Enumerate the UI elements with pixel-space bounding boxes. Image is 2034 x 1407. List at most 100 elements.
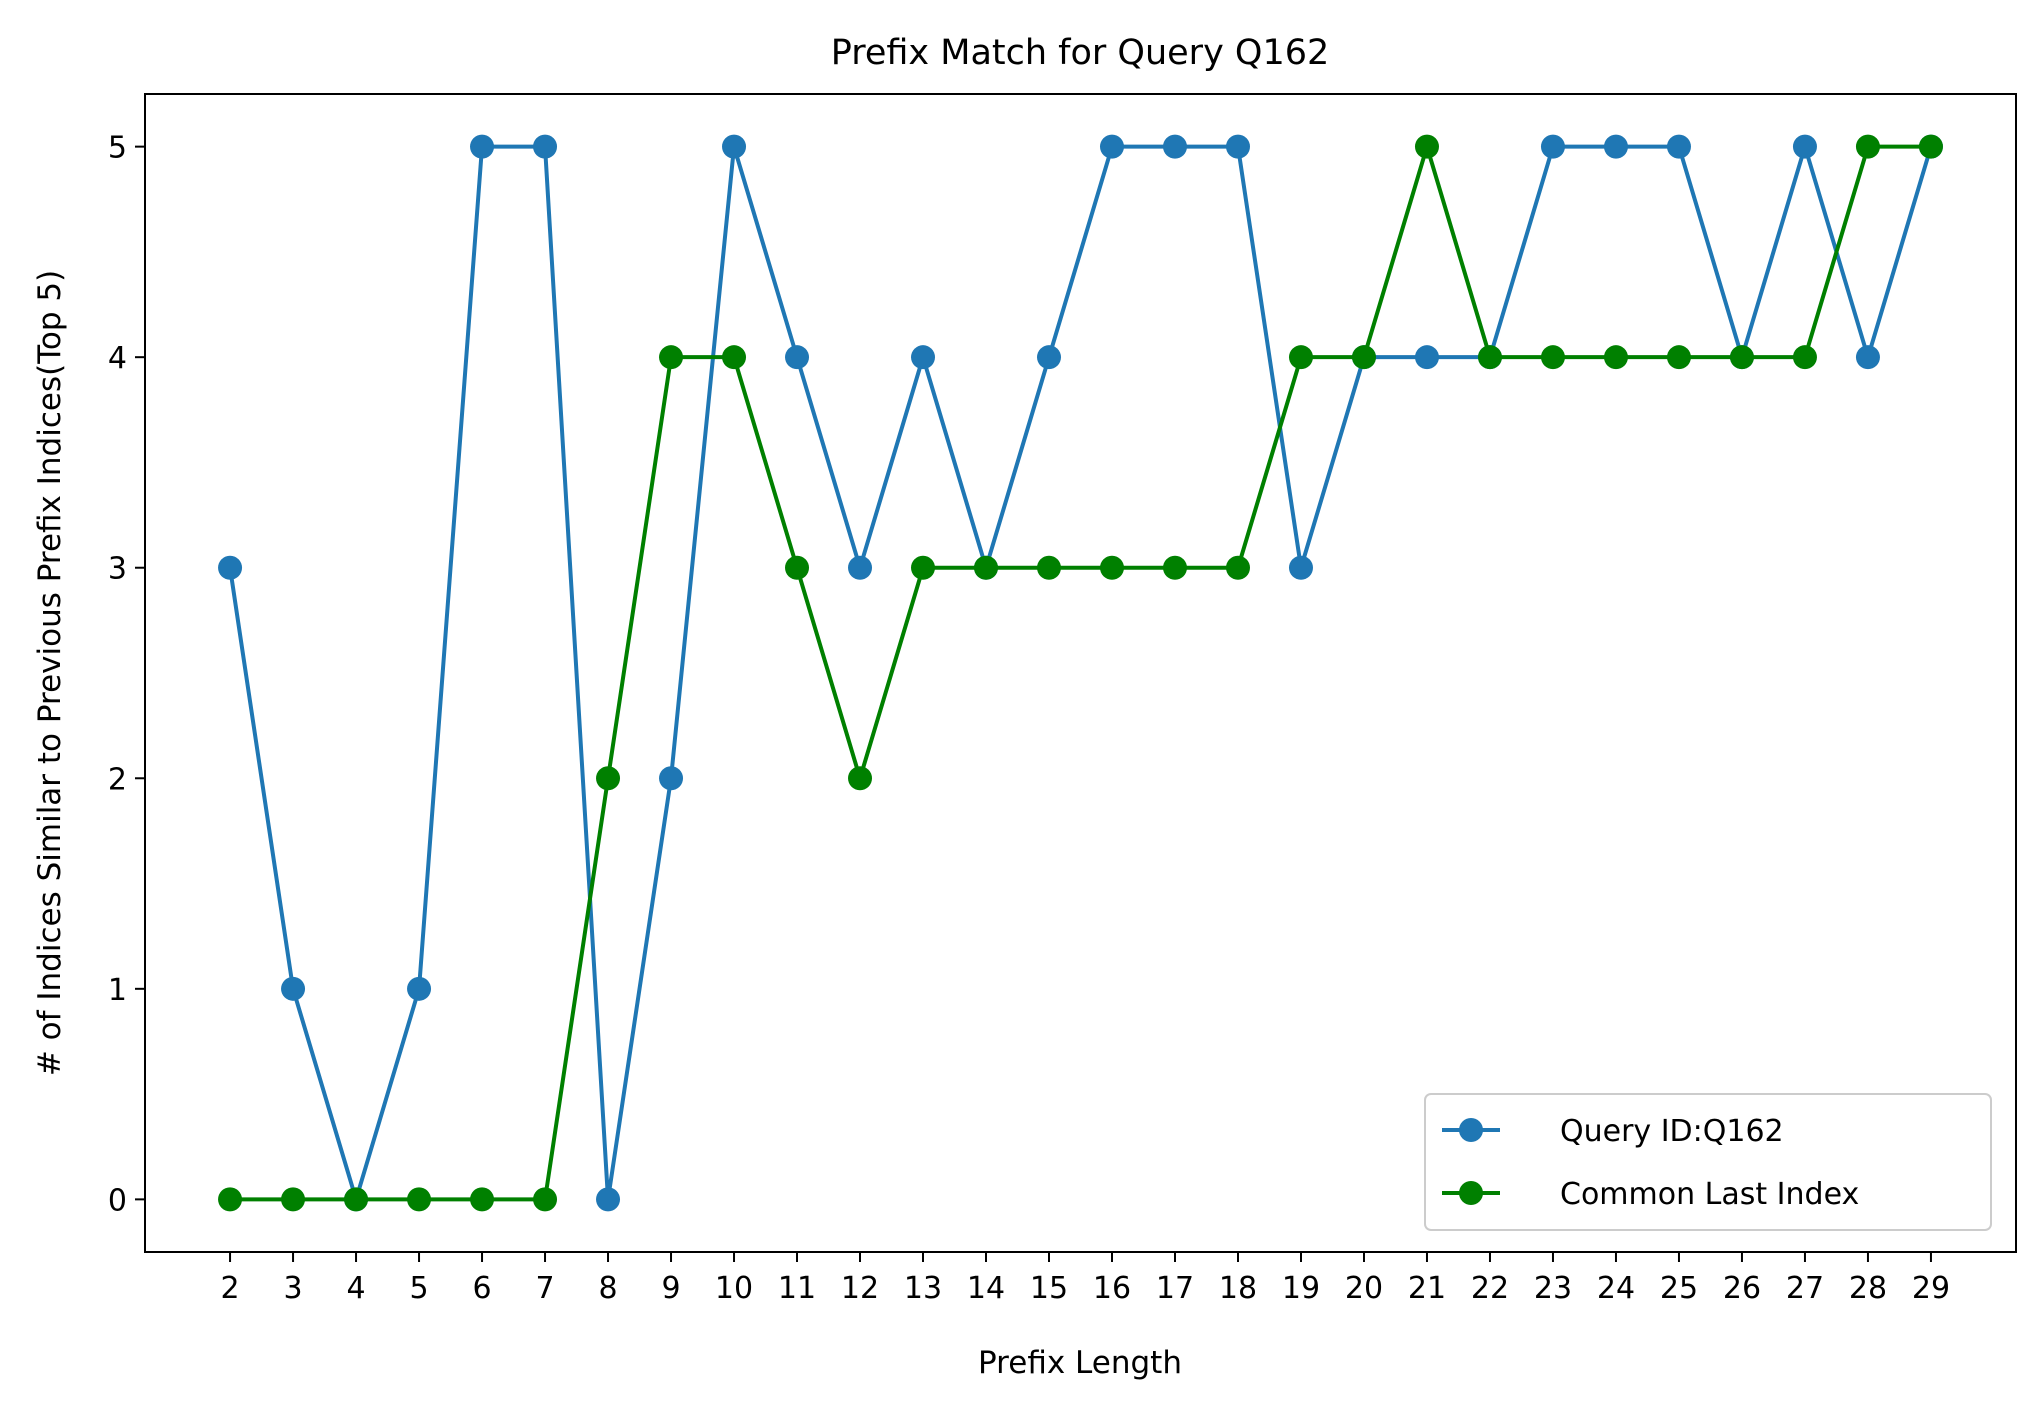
legend-marker-query — [1459, 1118, 1483, 1142]
legend-label-query: Query ID:Q162 — [1560, 1114, 1784, 1149]
legend-marker-common — [1459, 1181, 1483, 1205]
series-2-point — [722, 345, 747, 370]
series-2-point — [1162, 555, 1187, 580]
series-1-point — [281, 976, 306, 1001]
series-2-point — [848, 766, 873, 791]
series-1-point — [596, 1187, 621, 1212]
y-axis-label: # of Indices Similar to Previous Prefix … — [32, 270, 68, 1076]
series-1-point — [659, 766, 684, 791]
series-line-1 — [228, 144, 1933, 1202]
x-tick-label: 24 — [1597, 1271, 1635, 1306]
y-tick-label: 3 — [108, 552, 127, 587]
series-1-point — [1540, 134, 1565, 159]
series-1-point — [848, 555, 873, 580]
series-2-point — [974, 555, 999, 580]
x-tick-label: 20 — [1345, 1271, 1383, 1306]
series-layer — [218, 134, 1943, 1212]
series-2-point — [1603, 345, 1628, 370]
series-2-point — [1288, 345, 1313, 370]
series-2-point — [659, 345, 684, 370]
x-tick-label: 23 — [1534, 1271, 1572, 1306]
series-1-point — [1666, 134, 1691, 159]
legend-label-common: Common Last Index — [1560, 1177, 1859, 1212]
series-1-point — [218, 555, 243, 580]
series-2-point — [911, 555, 936, 580]
series-2-point — [281, 1187, 306, 1212]
series-1-point — [1162, 134, 1187, 159]
x-tick-label: 17 — [1156, 1271, 1194, 1306]
legend: Query ID:Q162 Common Last Index — [1424, 1093, 1992, 1231]
x-tick-label: 10 — [715, 1271, 753, 1306]
series-2-point — [533, 1187, 558, 1212]
x-tick-label: 11 — [778, 1271, 816, 1306]
series-2-point — [1855, 134, 1880, 159]
x-axis-label: Prefix Length — [978, 1345, 1182, 1381]
series-1-point — [470, 134, 495, 159]
legend-box — [1424, 1093, 1992, 1231]
series-2-point — [1414, 134, 1439, 159]
series-1-point — [911, 345, 936, 370]
series-1-point — [1603, 134, 1628, 159]
series-1-point — [533, 134, 558, 159]
y-tick-label: 2 — [108, 762, 127, 797]
series-1-point — [1414, 345, 1439, 370]
x-axis: 2 3 4 5 6 7 8 9 10 11 12 13 14 15 16 17 18 19 20 21 22 23 24 25… — [220, 1252, 1950, 1306]
x-tick-label: 12 — [841, 1271, 879, 1306]
chart-title: Prefix Match for Query Q162 — [831, 33, 1330, 73]
series-2-point — [218, 1187, 243, 1212]
series-2-point — [1729, 345, 1754, 370]
x-tick-label: 25 — [1660, 1271, 1698, 1306]
x-tick-label: 18 — [1219, 1271, 1257, 1306]
series-2-point — [1477, 345, 1502, 370]
x-tick-label: 19 — [1282, 1271, 1320, 1306]
series-1-point — [1225, 134, 1250, 159]
series-1-point — [785, 345, 810, 370]
x-tick-label: 9 — [661, 1271, 680, 1306]
x-tick-label: 3 — [283, 1271, 302, 1306]
x-tick-label: 2 — [220, 1271, 239, 1306]
x-tick-label: 8 — [598, 1271, 617, 1306]
series-2-point — [785, 555, 810, 580]
series-2-point — [1540, 345, 1565, 370]
y-tick-label: 1 — [108, 973, 127, 1008]
series-1-point — [1855, 345, 1880, 370]
series-line-2 — [230, 144, 1931, 1202]
series-2-point — [407, 1187, 432, 1212]
x-tick-label: 28 — [1849, 1271, 1887, 1306]
x-tick-label: 29 — [1912, 1271, 1950, 1306]
x-tick-label: 7 — [535, 1271, 554, 1306]
series-1-point — [1792, 134, 1817, 159]
y-tick-label: 0 — [108, 1183, 127, 1218]
series-2-point — [596, 766, 621, 791]
series-2-point — [344, 1187, 369, 1212]
y-tick-label: 4 — [108, 341, 127, 376]
series-1-point — [1037, 345, 1062, 370]
x-tick-label: 21 — [1408, 1271, 1446, 1306]
x-tick-label: 26 — [1723, 1271, 1761, 1306]
series-1-point — [722, 134, 747, 159]
x-tick-label: 14 — [967, 1271, 1005, 1306]
series-1-point — [1099, 134, 1124, 159]
x-tick-label: 13 — [904, 1271, 942, 1306]
series-2-point — [1037, 555, 1062, 580]
plot-area — [144, 93, 2017, 1253]
series-1-point — [1288, 555, 1313, 580]
series-2-point — [1099, 555, 1124, 580]
series-2-point — [1666, 345, 1691, 370]
series-2-point — [1918, 134, 1943, 159]
series-2-point — [1792, 345, 1817, 370]
x-tick-label: 4 — [346, 1271, 365, 1306]
x-tick-label: 22 — [1471, 1271, 1509, 1306]
x-tick-label: 27 — [1786, 1271, 1824, 1306]
x-tick-label: 16 — [1093, 1271, 1131, 1306]
y-tick-label: 5 — [108, 131, 127, 166]
y-axis: 0 1 2 3 4 5 — [108, 131, 145, 1218]
series-1-point — [407, 976, 432, 1001]
series-2-point — [1225, 555, 1250, 580]
x-tick-label: 15 — [1030, 1271, 1068, 1306]
series-2-point — [1351, 345, 1376, 370]
x-tick-label: 5 — [409, 1271, 428, 1306]
series-2-point — [470, 1187, 495, 1212]
x-tick-label: 6 — [472, 1271, 491, 1306]
